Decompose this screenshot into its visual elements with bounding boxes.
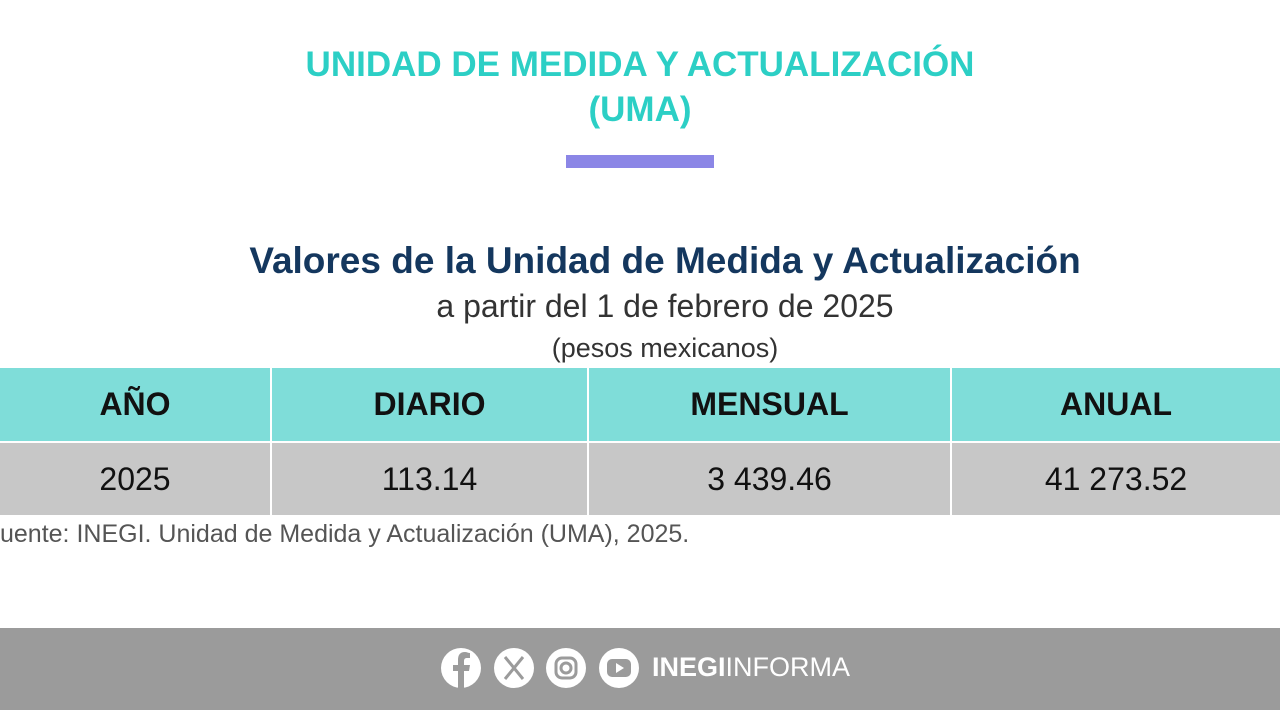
- column-header: AÑO: [0, 368, 270, 441]
- header-subtitle: (UMA): [588, 90, 692, 129]
- table-cell: 113.14: [272, 443, 587, 515]
- youtube-icon[interactable]: [599, 648, 639, 688]
- brand-bold: INEGI: [652, 652, 726, 682]
- table-cell: 2025: [0, 443, 270, 515]
- x-icon[interactable]: [494, 648, 534, 688]
- accent-bar: [566, 155, 714, 168]
- table-unit: (pesos mexicanos): [551, 333, 779, 363]
- table-title: Valores de la Unidad de Medida y Actuali…: [249, 240, 1081, 281]
- table-cell: 41 273.52: [952, 443, 1280, 515]
- instagram-icon[interactable]: [546, 648, 586, 688]
- brand: INEGIINFORMA: [652, 652, 850, 683]
- source: uente: INEGI. Unidad de Medida y Actuali…: [0, 520, 690, 548]
- column-header: DIARIO: [272, 368, 587, 441]
- column-header: MENSUAL: [589, 368, 950, 441]
- footer: [0, 628, 1280, 710]
- brand-light: INFORMA: [725, 652, 851, 682]
- column-header: ANUAL: [952, 368, 1280, 441]
- header-title: UNIDAD DE MEDIDA Y ACTUALIZACIÓN: [305, 45, 975, 84]
- table-cell: 3 439.46: [589, 443, 950, 515]
- social-icons: [441, 648, 639, 688]
- facebook-icon[interactable]: [441, 648, 481, 688]
- table-subtitle: a partir del 1 de febrero de 2025: [436, 288, 894, 324]
